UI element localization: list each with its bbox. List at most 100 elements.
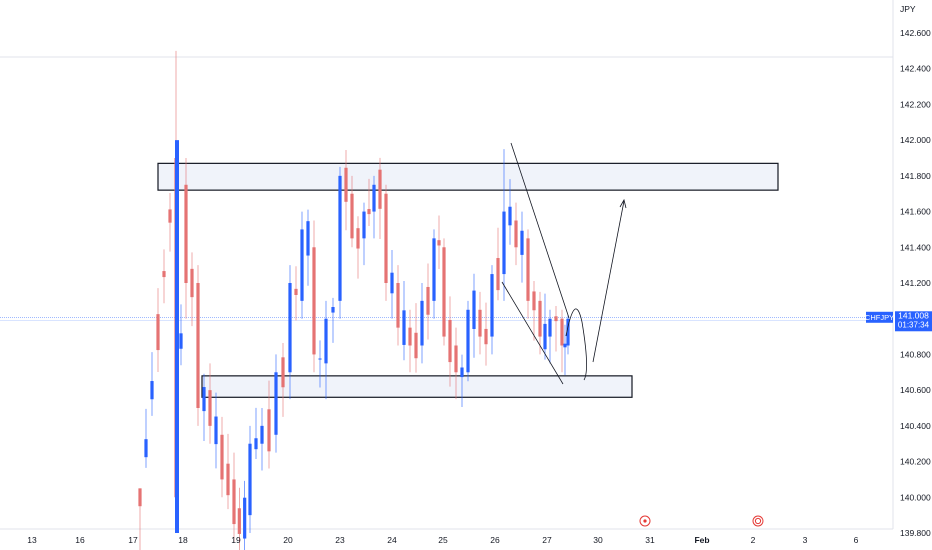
candle-body <box>454 345 458 373</box>
candle-body <box>175 140 179 533</box>
currency-label: JPY <box>900 4 916 14</box>
countdown-label: 01:37:34 <box>898 320 930 329</box>
candle-body <box>538 300 542 337</box>
time-tick-label: 18 <box>178 535 188 545</box>
time-tick-label: 19 <box>231 535 241 545</box>
price-tick-label: 140.800 <box>900 349 931 359</box>
time-tick-label: 20 <box>283 535 293 545</box>
time-tick-label: Feb <box>694 535 709 545</box>
support-zone[interactable] <box>201 375 633 398</box>
candle-body <box>496 258 500 291</box>
candle-body <box>437 240 441 246</box>
event-icon[interactable] <box>752 515 764 527</box>
candle-body <box>362 211 366 239</box>
price-tick-label: 141.600 <box>900 207 931 217</box>
candle-body <box>490 274 494 337</box>
candle-body <box>426 286 430 315</box>
candle-body <box>472 290 476 329</box>
candle-body <box>466 309 470 373</box>
candle-body <box>432 238 436 301</box>
candle-body <box>338 175 342 301</box>
candle-body <box>312 247 316 355</box>
time-tick-label: 30 <box>593 535 603 545</box>
price-tick-label: 142.200 <box>900 99 931 109</box>
candle-body <box>202 387 206 412</box>
time-axis-labels: 13 16 17 18 19 20 23 24 25 26 27 30 31 Feb 2 3 6 <box>27 535 858 545</box>
falling-wedge-drawing[interactable] <box>501 142 570 385</box>
candle-body <box>179 333 183 349</box>
price-tick-label: 141.800 <box>900 171 931 181</box>
candle-body <box>190 268 194 298</box>
candle-body <box>208 390 212 426</box>
price-badge <box>895 311 932 332</box>
time-tick-label: 17 <box>128 535 138 545</box>
candle-body <box>267 409 271 452</box>
candle-body <box>144 439 148 458</box>
candle-body <box>514 220 518 248</box>
candle-body <box>460 367 464 378</box>
candle-body <box>367 209 371 215</box>
resistance-zone[interactable] <box>157 162 779 191</box>
price-tick-label: 142.400 <box>900 64 931 74</box>
time-tick-label: 13 <box>27 535 37 545</box>
time-tick-label: 6 <box>854 535 859 545</box>
candle-body <box>484 328 488 345</box>
candle-body <box>448 319 452 363</box>
candle-body <box>396 283 400 328</box>
candle-body <box>226 463 230 496</box>
candle-body <box>478 309 482 337</box>
candle-body <box>300 229 304 301</box>
candle-body <box>402 310 406 345</box>
candle-body <box>390 272 394 294</box>
candle-body <box>184 184 188 283</box>
candle-body <box>162 271 166 278</box>
candle-body <box>414 332 418 359</box>
price-tick-label: 141.400 <box>900 242 931 252</box>
candle-body <box>526 238 530 301</box>
time-tick-label: 3 <box>803 535 808 545</box>
time-tick-label: 23 <box>335 535 345 545</box>
candle-body <box>508 206 512 226</box>
candle-body <box>150 381 154 400</box>
candle-body <box>254 438 258 450</box>
candle-body <box>543 323 547 350</box>
candle-body <box>331 307 335 313</box>
candle-body <box>248 443 252 516</box>
candle-body <box>384 193 388 283</box>
candle-body <box>281 357 285 388</box>
candle-body <box>237 508 241 534</box>
symbol-price-badge[interactable]: CHFJPY 141.008 01:37:34 <box>865 310 932 332</box>
candle-body <box>520 230 524 255</box>
candle-body <box>554 316 558 322</box>
candle-body <box>442 247 446 337</box>
candle-body <box>324 318 328 364</box>
candle-body <box>138 488 142 507</box>
candle-body <box>294 288 298 295</box>
candle-body <box>168 209 172 223</box>
candle-body <box>502 211 506 275</box>
candle-body <box>196 283 200 408</box>
arrow-up-icon <box>619 198 627 209</box>
candle-body <box>548 318 552 337</box>
price-tick-label: 140.400 <box>900 421 931 431</box>
wedge-upper-line <box>510 142 570 319</box>
wedge-lower-line <box>501 281 564 385</box>
time-tick-label: 25 <box>438 535 448 545</box>
price-tick-label: 140.200 <box>900 457 931 467</box>
candle-body <box>532 291 536 311</box>
projection-path[interactable] <box>565 200 625 381</box>
candle-body <box>306 221 310 256</box>
time-tick-label: 16 <box>75 535 85 545</box>
candle-body <box>420 300 424 346</box>
time-tick-label: 27 <box>542 535 552 545</box>
price-tick-label: 142.000 <box>900 135 931 145</box>
candle-body <box>274 372 278 435</box>
candle-body <box>563 343 567 348</box>
candle-body <box>560 318 564 346</box>
price-label: 141.008 <box>898 310 929 320</box>
candle-body <box>408 327 412 346</box>
candle-body <box>288 283 292 373</box>
symbol-badge <box>866 311 893 323</box>
event-icon[interactable] <box>639 515 651 527</box>
